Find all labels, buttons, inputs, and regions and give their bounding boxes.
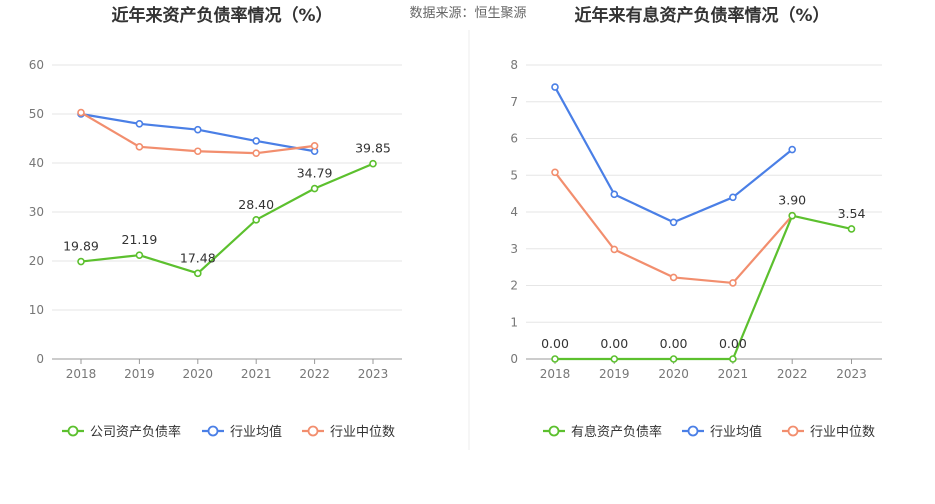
- plot-left: 0 10 20 30 40 50 60 2018 2019 2020 2021 2022 2023 19.…: [29, 58, 402, 440]
- y-tick-label: 2: [510, 279, 518, 293]
- data-point-avg: [135, 120, 144, 128]
- data-point-avg: [729, 193, 737, 202]
- data-point-median: [135, 143, 144, 151]
- data-point-median: [310, 142, 319, 150]
- data-point-company: [669, 355, 678, 363]
- legend-label: 有息资产负债率: [571, 424, 662, 440]
- y-tick-label: 10: [29, 303, 44, 317]
- legend-swatch-marker: [548, 425, 560, 437]
- legend-label: 行业中位数: [810, 425, 875, 440]
- legend-label: 行业均值: [230, 424, 282, 440]
- y-tick-label: 6: [510, 132, 518, 146]
- data-label: 19.89: [63, 239, 99, 254]
- data-source-text: 数据来源：恒生聚源: [409, 6, 526, 21]
- data-label: 3.54: [838, 206, 866, 221]
- series-line-median: [554, 171, 794, 285]
- data-point-median: [252, 149, 261, 157]
- plot-right: 0 1 2 3 4 5 6 7 8 2018 2019 2020 2021 2022 2023 0.00 0.0…: [510, 58, 882, 440]
- legend-label: 公司资产负债率: [90, 424, 181, 440]
- y-tick-label: 5: [510, 168, 518, 182]
- y-tick-label: 30: [29, 205, 44, 219]
- legend-swatch-marker: [687, 425, 699, 437]
- data-label: 3.90: [778, 193, 806, 208]
- data-point-avg: [194, 125, 202, 134]
- data-point-company: [788, 211, 797, 220]
- data-point-company: [310, 184, 319, 193]
- y-tick-label: 0: [510, 352, 518, 366]
- x-tick-label: 2020: [658, 367, 689, 381]
- x-tick-label: 2022: [777, 367, 808, 381]
- y-tick-label: 3: [510, 242, 518, 256]
- y-tick-label: 4: [510, 205, 518, 219]
- x-tick-label: 2018: [540, 367, 571, 381]
- data-point-avg: [551, 83, 559, 91]
- data-point-median: [610, 245, 619, 254]
- x-tick-label: 2021: [241, 367, 272, 381]
- data-point-median: [194, 147, 202, 156]
- legend-swatch-marker: [207, 425, 219, 437]
- x-tick-label: 2019: [599, 367, 630, 381]
- legend-label: 行业中位数: [330, 425, 395, 440]
- x-tick-label: 2022: [299, 367, 330, 381]
- data-label: 21.19: [122, 232, 158, 247]
- series-line-company: [555, 214, 852, 361]
- data-label: 0.00: [660, 336, 688, 351]
- x-tick-label: 2021: [718, 367, 749, 381]
- data-label: 34.79: [297, 166, 333, 181]
- data-point-company: [369, 159, 377, 168]
- x-tick-label: 2018: [66, 367, 97, 381]
- chart-title-right: 近年来有息资产负债率情况（%）: [574, 5, 829, 26]
- data-point-median: [551, 168, 559, 177]
- data-point-avg: [252, 137, 261, 145]
- data-point-company: [729, 355, 737, 363]
- legend-swatch-marker: [67, 425, 79, 437]
- x-tick-label: 2020: [183, 367, 214, 381]
- y-tick-label: 1: [510, 315, 518, 329]
- y-tick-label: 50: [29, 107, 44, 121]
- x-tick-label: 2023: [358, 367, 389, 381]
- y-tick-label: 40: [29, 156, 44, 170]
- y-tick-label: 20: [29, 254, 44, 268]
- series-line-avg: [554, 86, 793, 224]
- y-tick-label: 8: [510, 58, 518, 72]
- data-point-company: [252, 216, 261, 224]
- series-line-company: [80, 162, 374, 275]
- legend-swatch-marker: [307, 425, 319, 437]
- data-point-avg: [669, 218, 678, 227]
- data-point-median: [669, 273, 678, 282]
- y-tick-label: 0: [36, 352, 44, 366]
- data-point-company: [135, 251, 144, 259]
- legend-label: 行业均值: [710, 424, 762, 440]
- data-label: 0.00: [541, 336, 569, 351]
- data-point-company: [847, 225, 856, 233]
- legend-swatch-marker: [787, 425, 799, 437]
- data-point-median: [77, 108, 85, 117]
- data-point-company: [610, 355, 619, 363]
- data-point-avg: [610, 190, 619, 199]
- data-point-company: [77, 257, 85, 266]
- chart-title-left: 近年来资产负债率情况（%）: [111, 5, 332, 26]
- x-tick-label: 2019: [124, 367, 155, 381]
- y-tick-label: 60: [29, 58, 44, 72]
- data-label: 39.85: [355, 141, 391, 156]
- data-label: 17.48: [180, 250, 216, 265]
- data-point-company: [194, 269, 202, 278]
- data-point-avg: [788, 145, 797, 154]
- data-label: 28.40: [238, 197, 274, 212]
- data-label: 0.00: [600, 336, 628, 351]
- data-point-company: [551, 355, 559, 363]
- data-label: 0.00: [719, 336, 747, 351]
- data-point-median: [729, 279, 737, 287]
- y-tick-label: 7: [510, 95, 518, 109]
- x-tick-label: 2023: [836, 367, 867, 381]
